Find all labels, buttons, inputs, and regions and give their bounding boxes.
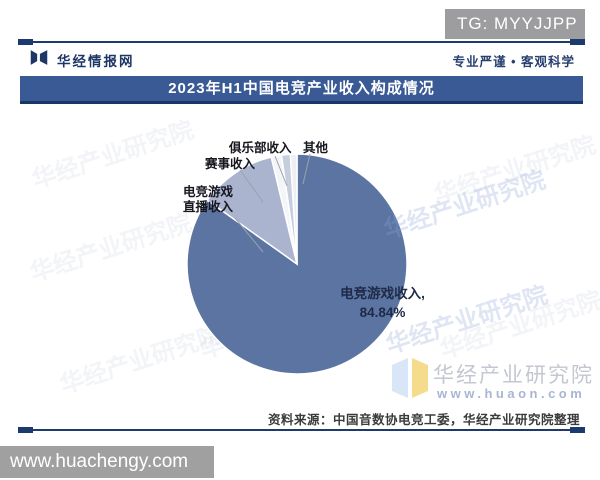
site-url-bar: www.huachengy.com	[0, 446, 214, 478]
pie-slice-1	[206, 156, 299, 266]
pie-label-main-name: 电竞游戏收入,	[340, 286, 425, 301]
pie-label-main: 电竞游戏收入, 84.84%	[300, 284, 465, 322]
leader-line	[239, 169, 264, 203]
huaon-logo-icon	[391, 357, 429, 404]
background-watermark: 华经产业研究院	[28, 116, 197, 195]
huaon-brand-name: 华经产业研究院	[433, 364, 594, 387]
tg-contact-badge: TG: MYYJJPP	[445, 9, 585, 39]
data-source-line: 资料来源：中国音数协电竞工委，华经产业研究院整理	[267, 413, 580, 427]
pie-label-main-value: 84.84%	[359, 305, 406, 320]
brand-name: 华经情报网	[57, 54, 135, 69]
brand-tagline: 专业严谨 • 客观科学	[452, 54, 575, 69]
pie-label-club: 俱乐部收入	[229, 141, 292, 155]
pie-label-events: 赛事收入	[205, 157, 256, 171]
huajing-logo-icon	[28, 49, 50, 71]
pie-chart	[186, 153, 408, 375]
huaon-url: www.huaon.com	[437, 386, 586, 401]
chart-title: 2023年H1中国电竞产业收入构成情况	[20, 76, 583, 104]
card-top-border	[18, 39, 585, 45]
card-header: 华经情报网 专业严谨 • 客观科学	[18, 46, 585, 74]
card-bottom-border	[18, 427, 585, 433]
background-watermark: 华经产业研究院	[26, 209, 195, 288]
leader-line	[274, 155, 288, 187]
pie-label-streaming: 电竞游戏直播收入	[182, 185, 233, 214]
leader-line	[234, 217, 264, 253]
pie-slice-4	[289, 153, 298, 265]
pie-label-other: 其他	[303, 141, 329, 155]
leader-line	[302, 153, 311, 185]
